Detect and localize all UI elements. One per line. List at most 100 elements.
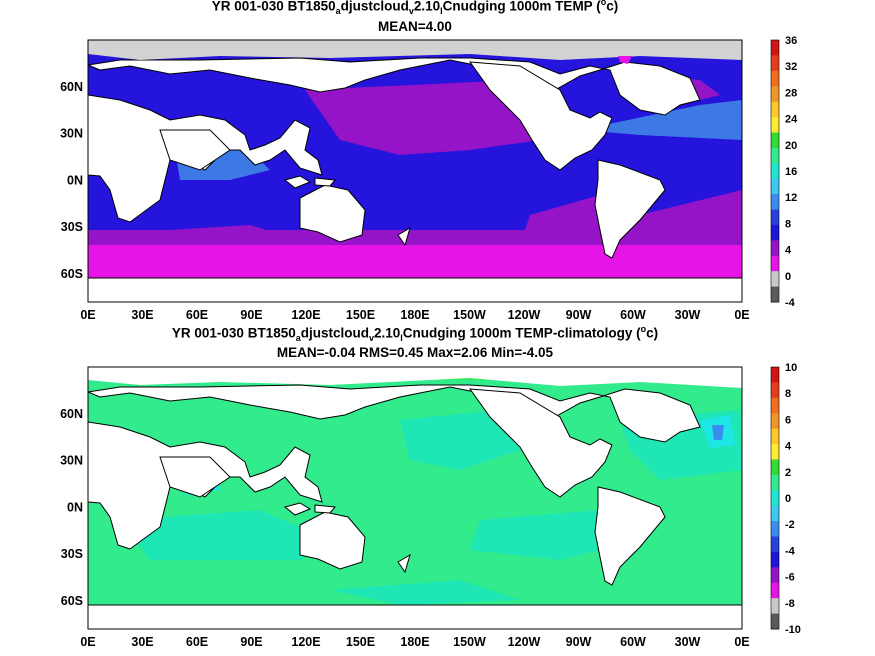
- colorbar-label: 24: [785, 114, 798, 126]
- colorbar-swatch: [771, 101, 779, 118]
- y-tick-label: 0N: [67, 173, 83, 187]
- colorbar-swatch: [771, 567, 779, 584]
- colorbar-label: 4: [785, 441, 792, 453]
- x-tick-label: 120E: [291, 635, 320, 649]
- colorbar-label: -2: [785, 519, 795, 531]
- x-tick-label: 60E: [186, 635, 208, 649]
- panel1-subtitle: MEAN=4.00: [378, 19, 452, 34]
- colorbar-swatch: [771, 551, 779, 568]
- x-tick-label: 60W: [620, 308, 646, 322]
- colorbar-label: 0: [785, 493, 791, 505]
- y-tick-label: 60N: [60, 407, 83, 421]
- x-tick-label: 0E: [80, 308, 95, 322]
- panel1-map: [88, 40, 742, 302]
- colorbar-swatch: [771, 178, 779, 195]
- y-tick-label: 30S: [61, 220, 83, 234]
- panel1-frame: [87, 39, 743, 303]
- colorbar-swatch: [771, 474, 779, 491]
- panel2-map: [88, 367, 742, 629]
- colorbar-label: 10: [785, 362, 797, 374]
- colorbar-label: 8: [785, 218, 791, 230]
- colorbar-swatch: [771, 521, 779, 538]
- colorbar-label: 16: [785, 166, 797, 178]
- colorbar-label: 28: [785, 87, 797, 99]
- colorbar-swatch: [771, 397, 779, 414]
- colorbar-label: 2: [785, 467, 791, 479]
- colorbar-swatch: [771, 536, 779, 553]
- colorbar-label: 6: [785, 414, 791, 426]
- x-tick-label: 120W: [508, 308, 541, 322]
- x-tick-label: 0E: [734, 308, 749, 322]
- colorbar-swatch: [771, 413, 779, 430]
- y-tick-label: 30N: [60, 127, 83, 141]
- colorbar-swatch: [771, 70, 779, 87]
- x-tick-label: 0E: [80, 635, 95, 649]
- panel2-subtitle: MEAN=-0.04 RMS=0.45 Max=2.06 Min=-4.05: [276, 345, 554, 360]
- x-tick-label: 60W: [620, 635, 646, 649]
- x-tick-label: 150W: [453, 635, 486, 649]
- colorbar-label: 0: [785, 271, 791, 283]
- x-tick-label: 120E: [291, 308, 320, 322]
- colorbar-swatch: [771, 490, 779, 507]
- x-tick-label: 150E: [346, 635, 375, 649]
- colorbar-label: 4: [785, 245, 792, 257]
- colorbar-swatch: [771, 286, 779, 303]
- colorbar-label: -6: [785, 572, 795, 584]
- x-tick-label: 30E: [131, 635, 153, 649]
- panel2-frame: [87, 366, 743, 630]
- colorbar-swatch: [771, 505, 779, 522]
- x-tick-label: 180E: [400, 308, 429, 322]
- x-tick-label: 90E: [240, 308, 262, 322]
- y-tick-label: 60N: [60, 80, 83, 94]
- x-tick-label: 180E: [400, 635, 429, 649]
- colorbar-swatch: [771, 271, 779, 288]
- x-tick-label: 30W: [675, 635, 701, 649]
- y-tick-label: 60S: [61, 594, 83, 608]
- colorbar-swatch: [771, 209, 779, 226]
- x-tick-label: 30W: [675, 308, 701, 322]
- y-tick-label: 30N: [60, 454, 83, 468]
- colorbar-swatch: [771, 55, 779, 72]
- colorbar-swatch: [771, 613, 779, 630]
- y-tick-label: 60S: [61, 267, 83, 281]
- colorbar-swatch: [771, 382, 779, 399]
- colorbar-swatch: [771, 598, 779, 615]
- colorbar-label: 8: [785, 388, 791, 400]
- colorbar-label: -4: [785, 545, 796, 557]
- x-tick-label: 120W: [508, 635, 541, 649]
- panel2-title: YR 001-030 BT1850adjustcloudv2.10lCnudgi…: [171, 324, 659, 344]
- x-tick-label: 60E: [186, 308, 208, 322]
- colorbar-swatch: [771, 147, 779, 164]
- y-tick-label: 30S: [61, 547, 83, 561]
- colorbar-swatch: [771, 582, 779, 599]
- x-tick-label: 150E: [346, 308, 375, 322]
- x-tick-label: 30E: [131, 308, 153, 322]
- x-tick-label: 150W: [453, 308, 486, 322]
- colorbar-frame: [770, 39, 780, 303]
- colorbar-frame: [770, 366, 780, 630]
- panel1-title: YR 001-030 BT1850adjustcloudv2.10lCnudgi…: [211, 0, 619, 17]
- x-tick-label: 90E: [240, 635, 262, 649]
- colorbar-swatch: [771, 428, 779, 445]
- colorbar-swatch: [771, 163, 779, 180]
- colorbar-swatch: [771, 117, 779, 133]
- colorbar-swatch: [771, 194, 779, 211]
- colorbar-label: 32: [785, 61, 797, 73]
- colorbar-swatch: [771, 444, 779, 460]
- colorbar-swatch: [771, 86, 779, 103]
- colorbar-label: -4: [785, 297, 796, 309]
- colorbar-label: -10: [785, 624, 801, 636]
- y-tick-label: 0N: [67, 500, 83, 514]
- colorbar-label: 12: [785, 192, 797, 204]
- colorbar-swatch: [771, 240, 779, 257]
- x-tick-label: 90W: [566, 635, 592, 649]
- colorbar-swatch: [771, 132, 779, 149]
- colorbar-swatch: [771, 224, 779, 241]
- colorbar-swatch: [771, 40, 779, 56]
- colorbar-label: -8: [785, 598, 795, 610]
- colorbar-label: 36: [785, 35, 797, 47]
- x-tick-label: 90W: [566, 308, 592, 322]
- x-tick-label: 0E: [734, 635, 749, 649]
- colorbar-label: 20: [785, 140, 797, 152]
